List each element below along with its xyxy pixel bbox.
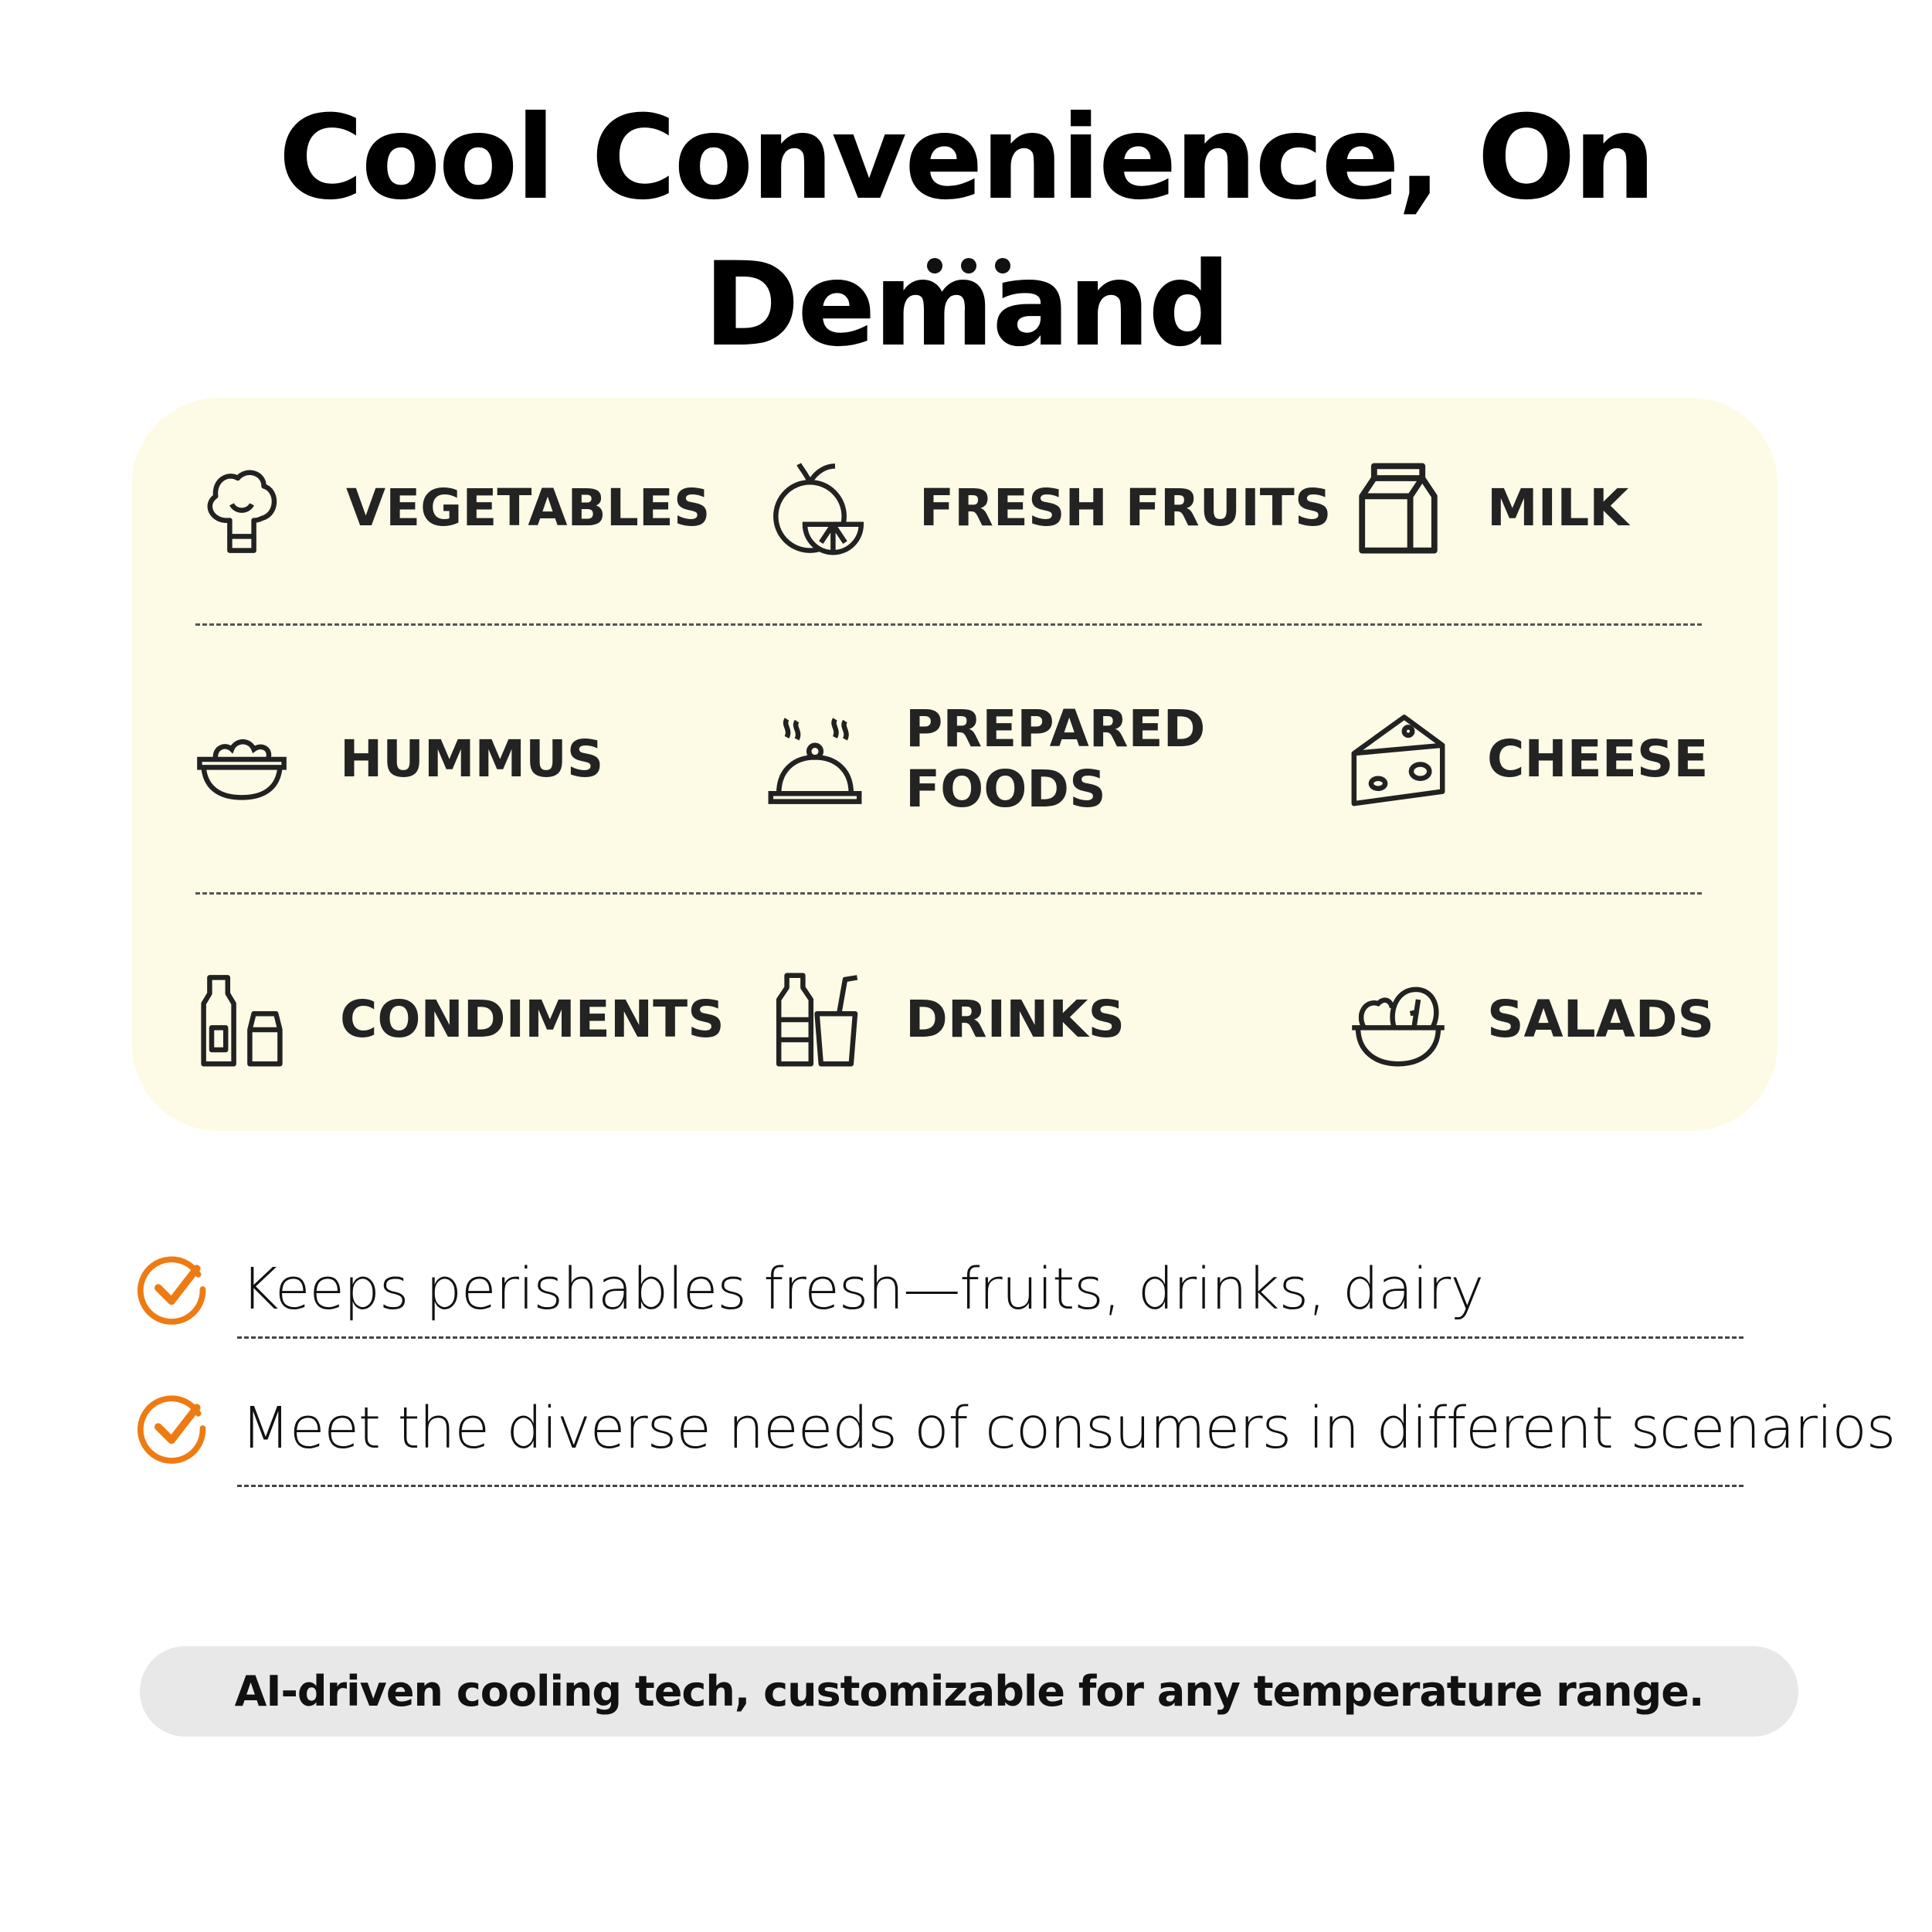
salad-bowl-icon	[1352, 986, 1445, 1067]
category-label: CHEESE	[1487, 729, 1709, 789]
category-label: HUMMUS	[340, 729, 604, 789]
check-circle-icon	[137, 1395, 206, 1464]
cheese-icon	[1351, 715, 1445, 806]
category-condiments: CONDIMENTS	[192, 958, 725, 1081]
category-label: MILK	[1487, 478, 1629, 538]
benefit-item: Meet the diverse needs of consumers in d…	[136, 1391, 1896, 1465]
category-prepared-foods: PREPARED FOODS	[765, 698, 1230, 821]
benefit-divider	[237, 1336, 1744, 1339]
footer-note: AI-driven cooling tech, customizable for…	[234, 1667, 1705, 1716]
category-label: CONDIMENTS	[340, 990, 725, 1049]
category-label: FRESH FRUITS	[919, 478, 1332, 538]
category-hummus: HUMMUS	[192, 698, 603, 821]
row-divider	[195, 892, 1702, 895]
milk-carton-icon	[1359, 463, 1438, 554]
category-label: VEGETABLES	[346, 478, 711, 538]
benefit-divider	[237, 1485, 1744, 1487]
benefit-item: Keeps perishables fresh—fruits, drinks, …	[136, 1252, 1484, 1326]
footer-note-banner: AI-driven cooling tech, customizable for…	[140, 1646, 1798, 1737]
category-label: PREPARED FOODS	[905, 699, 1206, 819]
category-cheese: CHEESE	[1348, 698, 1708, 821]
row-divider	[195, 623, 1702, 626]
broccoli-icon	[207, 470, 277, 553]
category-panel	[132, 398, 1778, 1131]
bowl-icon	[197, 739, 287, 800]
condiment-bottles-icon	[201, 975, 283, 1067]
check-circle-icon	[137, 1256, 206, 1325]
fruit-icon	[773, 463, 864, 555]
ellipsis-decoration	[927, 258, 1012, 275]
drinks-icon	[776, 973, 858, 1067]
benefit-text: Keeps perishables fresh—fruits, drinks, …	[241, 1256, 1484, 1323]
category-vegetables: VEGETABLES	[192, 446, 710, 570]
benefit-text: Meet the diverse needs of consumers in d…	[241, 1395, 1896, 1462]
category-label: SALADS	[1487, 990, 1715, 1049]
category-drinks: DRINKS	[765, 958, 1125, 1081]
category-fresh-fruits: FRESH FRUITS	[765, 446, 1331, 570]
category-label: DRINKS	[905, 990, 1126, 1049]
category-salads: SALADS	[1348, 958, 1714, 1081]
category-milk: MILK	[1348, 446, 1628, 570]
cloche-icon	[768, 718, 862, 804]
page-title: Cool Convenience, On Demand	[278, 91, 1655, 372]
